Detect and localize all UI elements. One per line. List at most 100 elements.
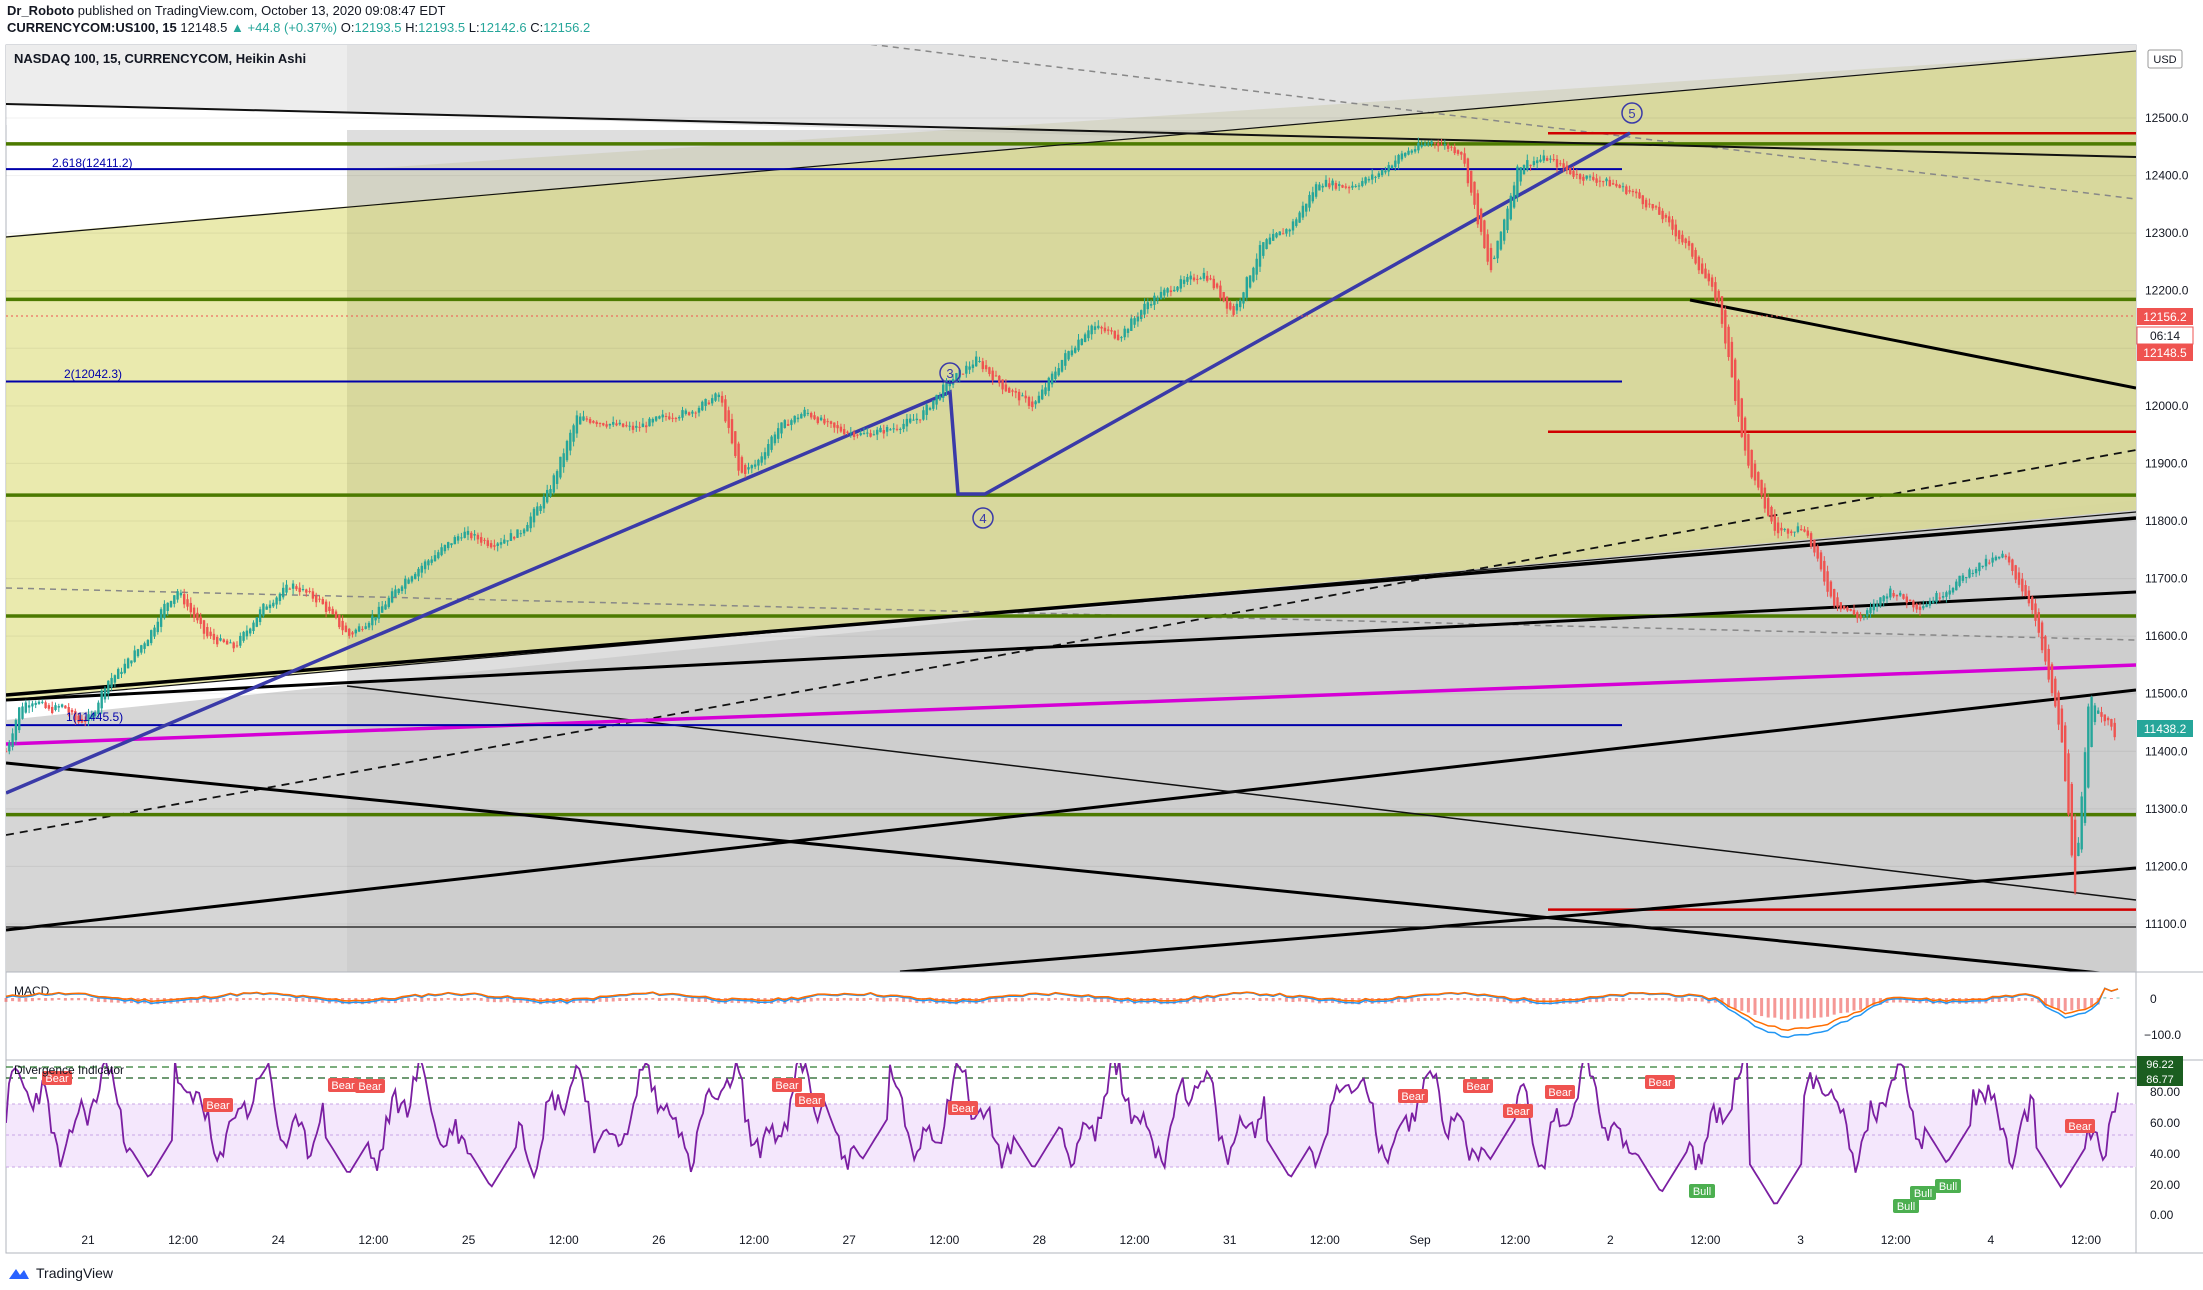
- candle-body: [265, 606, 268, 610]
- candle-body: [849, 432, 852, 434]
- candle-body: [687, 412, 691, 416]
- candle-body: [2037, 612, 2040, 633]
- div-tick-label: 60.00: [2150, 1116, 2180, 1130]
- candle-body: [866, 432, 869, 434]
- candle-body: [2017, 572, 2021, 585]
- candle-body: [466, 530, 470, 535]
- candle-body: [272, 602, 275, 607]
- candle-body: [839, 426, 843, 432]
- y-tick-label: 11100.0: [2145, 917, 2187, 931]
- candle-body: [506, 540, 509, 542]
- macd-bar: [895, 998, 899, 1002]
- candle-body: [569, 432, 572, 451]
- macd-bar: [1251, 998, 1255, 1000]
- macd-bar: [902, 998, 906, 1002]
- macd-bar: [1212, 998, 1216, 1002]
- candle-body: [493, 545, 496, 547]
- y-tick-label: 12500.0: [2145, 111, 2189, 125]
- candle-body: [1159, 291, 1163, 300]
- candle-body: [1974, 569, 1978, 574]
- high-value: 12193.5: [418, 20, 466, 35]
- macd-bar: [11, 998, 15, 1002]
- macd-bar: [1430, 998, 1434, 1001]
- candle-body: [1532, 161, 1536, 166]
- macd-bar: [519, 998, 523, 1003]
- macd-bar: [1654, 998, 1658, 1001]
- candle-body: [1809, 533, 1813, 547]
- candle-body: [282, 587, 285, 598]
- candle-body: [1298, 212, 1301, 223]
- candle-body: [1097, 325, 1100, 329]
- candle-body: [856, 434, 859, 436]
- candle-body: [400, 586, 404, 592]
- time-axis[interactable]: 21 12:00 24 12:00 25 12:00 26 12:00 27 12:00 28 12:…: [81, 1233, 2101, 1247]
- candle-body: [1417, 142, 1420, 151]
- macd-bar: [215, 998, 219, 1003]
- svg-text:86.77: 86.77: [2146, 1074, 2174, 1086]
- candle-body: [242, 631, 245, 641]
- candle-body: [1103, 327, 1107, 332]
- macd-signal-line: [5, 987, 2119, 1031]
- candle-body: [1248, 275, 1252, 288]
- candle-body: [367, 622, 371, 628]
- candle-body: [315, 594, 318, 603]
- candle-body: [1225, 296, 1229, 309]
- candle-body: [146, 640, 150, 647]
- candle-body: [60, 704, 64, 707]
- candle-body: [1549, 158, 1552, 160]
- author-name[interactable]: Dr_Roboto: [7, 3, 75, 18]
- candle-body: [1648, 203, 1651, 205]
- footer-brand[interactable]: TradingView: [8, 1265, 113, 1281]
- candle-body: [720, 395, 724, 403]
- candle-body: [800, 414, 803, 419]
- macd-bar: [453, 998, 457, 1001]
- candle-body: [654, 416, 658, 421]
- candle-body: [1093, 326, 1097, 330]
- macd-bar: [2004, 998, 2008, 1002]
- candle-body: [1730, 341, 1734, 378]
- macd-bar: [1291, 998, 1295, 1003]
- candle-body: [453, 537, 456, 545]
- bull-label: Bull: [1910, 1186, 1936, 1200]
- candle-body: [978, 360, 981, 362]
- macd-bar: [1839, 998, 1843, 1014]
- candle-body: [11, 733, 14, 748]
- candle-body: [833, 422, 836, 428]
- candle-body: [291, 583, 295, 589]
- candle-body: [1565, 165, 1569, 171]
- candle-body: [1186, 276, 1189, 282]
- x-tick-label: 12:00: [1310, 1233, 1340, 1247]
- candle-body: [41, 701, 44, 703]
- candle-body: [823, 418, 826, 424]
- candle-body: [1001, 379, 1004, 390]
- candle-body: [608, 423, 612, 426]
- price-axis[interactable]: 12500.012400.012300.012200.012100.012000…: [2145, 111, 2189, 931]
- candle-body: [1938, 597, 1941, 599]
- candle-body: [968, 366, 971, 370]
- candle-body: [2024, 585, 2027, 597]
- yellow-zone-dark-overlay: [347, 51, 2136, 670]
- candle-body: [1407, 150, 1410, 155]
- candle-body: [711, 398, 714, 404]
- candle-body: [1773, 514, 1776, 531]
- y-tick-label: 11900.0: [2145, 456, 2188, 470]
- candle-body: [321, 599, 324, 605]
- macd-bar: [1819, 998, 1823, 1018]
- svg-text:4: 4: [979, 511, 986, 526]
- macd-bar: [869, 998, 873, 1000]
- macd-bar: [57, 998, 61, 1000]
- candle-body: [97, 702, 100, 715]
- candle-body: [684, 410, 687, 414]
- macd-bar: [816, 998, 820, 1001]
- macd-bar: [222, 998, 226, 1002]
- candle-body: [1489, 247, 1493, 271]
- candle-body: [991, 370, 994, 381]
- macd-pane[interactable]: MACD 0 −100.0: [4, 984, 2182, 1042]
- candle-body: [1902, 594, 1905, 599]
- price-pane[interactable]: 5 3 4 2.618(12411.2) 2(12042.3) 1(11445.…: [5, 0, 2136, 975]
- candle-body: [549, 488, 552, 497]
- candle-body: [852, 432, 856, 437]
- candle-body: [585, 418, 588, 420]
